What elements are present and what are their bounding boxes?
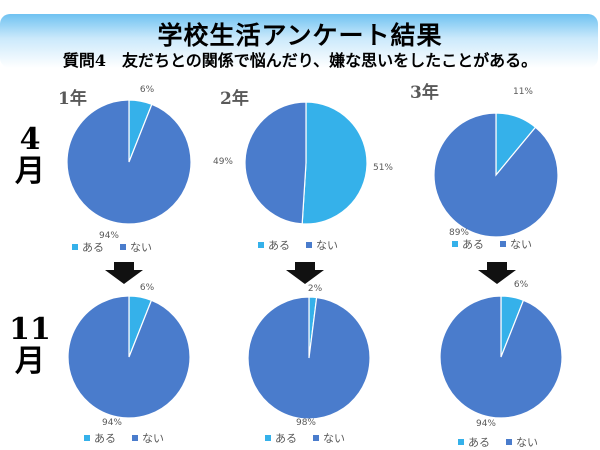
month-label-november: 11 月 bbox=[8, 314, 52, 378]
pie-slice-nai bbox=[433, 112, 559, 238]
legend-swatch-aru bbox=[258, 242, 264, 248]
legend-swatch-nai bbox=[120, 244, 126, 250]
pie-slice-nai bbox=[439, 295, 563, 419]
month-april-unit: 月 bbox=[15, 154, 45, 189]
legend: ある ない bbox=[265, 432, 345, 445]
title-banner bbox=[0, 14, 598, 68]
legend-label: ない bbox=[510, 238, 532, 251]
data-label: 49% bbox=[213, 157, 233, 167]
data-label: 94% bbox=[476, 419, 496, 429]
legend-label: ある bbox=[275, 432, 297, 445]
pie-slice-nai bbox=[244, 101, 307, 225]
data-label: 89% bbox=[449, 228, 469, 238]
legend: ある ない bbox=[452, 238, 532, 251]
legend-swatch-aru bbox=[72, 244, 78, 250]
legend-swatch-aru bbox=[84, 435, 90, 441]
legend-swatch-nai bbox=[132, 435, 138, 441]
month-label-april: 4 月 bbox=[12, 124, 48, 188]
pie-chart-4: 6% 94% ある ない bbox=[67, 283, 191, 445]
data-label: 11% bbox=[513, 87, 533, 97]
month-april-number: 4 bbox=[19, 122, 41, 157]
legend-label: ある bbox=[268, 239, 290, 252]
legend-label: ない bbox=[130, 241, 152, 254]
legend-swatch-nai bbox=[506, 439, 512, 445]
legend-label: ない bbox=[316, 239, 338, 252]
down-arrow-icon bbox=[105, 262, 143, 284]
legend-label: ある bbox=[82, 241, 104, 254]
pie-slice-nai bbox=[66, 99, 192, 225]
legend-swatch-nai bbox=[313, 435, 319, 441]
legend-label: ない bbox=[516, 436, 538, 449]
month-november-unit: 月 bbox=[15, 344, 45, 379]
pie-chart-2: 51% 49% ある ない bbox=[213, 101, 393, 252]
pie-chart-3: 11% 89%ある ない bbox=[433, 87, 559, 251]
month-november-number: 11 bbox=[9, 312, 51, 347]
data-label: 94% bbox=[99, 231, 119, 241]
data-label: 6% bbox=[514, 280, 529, 290]
legend-swatch-aru bbox=[458, 439, 464, 445]
pie-slice-nai bbox=[67, 295, 191, 419]
legend-swatch-aru bbox=[452, 241, 458, 247]
data-label: 6% bbox=[140, 85, 155, 95]
pie-chart-5: 2% 98% ある ない bbox=[247, 284, 371, 445]
legend-label: ない bbox=[323, 432, 345, 445]
legend-label: ない bbox=[142, 432, 164, 445]
grade-label-1: 1年 bbox=[58, 89, 87, 109]
grade-label-2: 2年 bbox=[220, 89, 249, 109]
pie-slice-aru bbox=[301, 101, 368, 225]
pie-chart-6: 6% 94% ある ない bbox=[439, 280, 563, 449]
data-label: 98% bbox=[296, 418, 316, 428]
legend: ある ない bbox=[458, 436, 538, 449]
legend-swatch-nai bbox=[500, 241, 506, 247]
pie-slice-nai bbox=[247, 296, 371, 420]
legend: ある ない bbox=[258, 239, 338, 252]
legend: ある ない bbox=[84, 432, 164, 445]
down-arrow-icon bbox=[478, 262, 516, 284]
pie-chart-1: 6% 94%ある ない bbox=[66, 85, 192, 254]
legend-swatch-nai bbox=[306, 242, 312, 248]
page-title: 学校生活アンケート結果 bbox=[157, 21, 443, 50]
data-label: 2% bbox=[308, 284, 323, 294]
grade-label-3: 3年 bbox=[410, 83, 439, 103]
legend-label: ある bbox=[462, 238, 484, 251]
legend-label: ある bbox=[468, 436, 490, 449]
question-subtitle: 質問4 友だちとの関係で悩んだり、嫌な思いをしたことがある。 bbox=[62, 51, 538, 70]
legend: ある ない bbox=[72, 241, 152, 254]
data-label: 51% bbox=[373, 163, 393, 173]
legend-label: ある bbox=[94, 432, 116, 445]
data-label: 94% bbox=[102, 418, 122, 428]
legend-swatch-aru bbox=[265, 435, 271, 441]
data-label: 6% bbox=[140, 283, 155, 293]
down-arrow-icon bbox=[286, 262, 324, 284]
